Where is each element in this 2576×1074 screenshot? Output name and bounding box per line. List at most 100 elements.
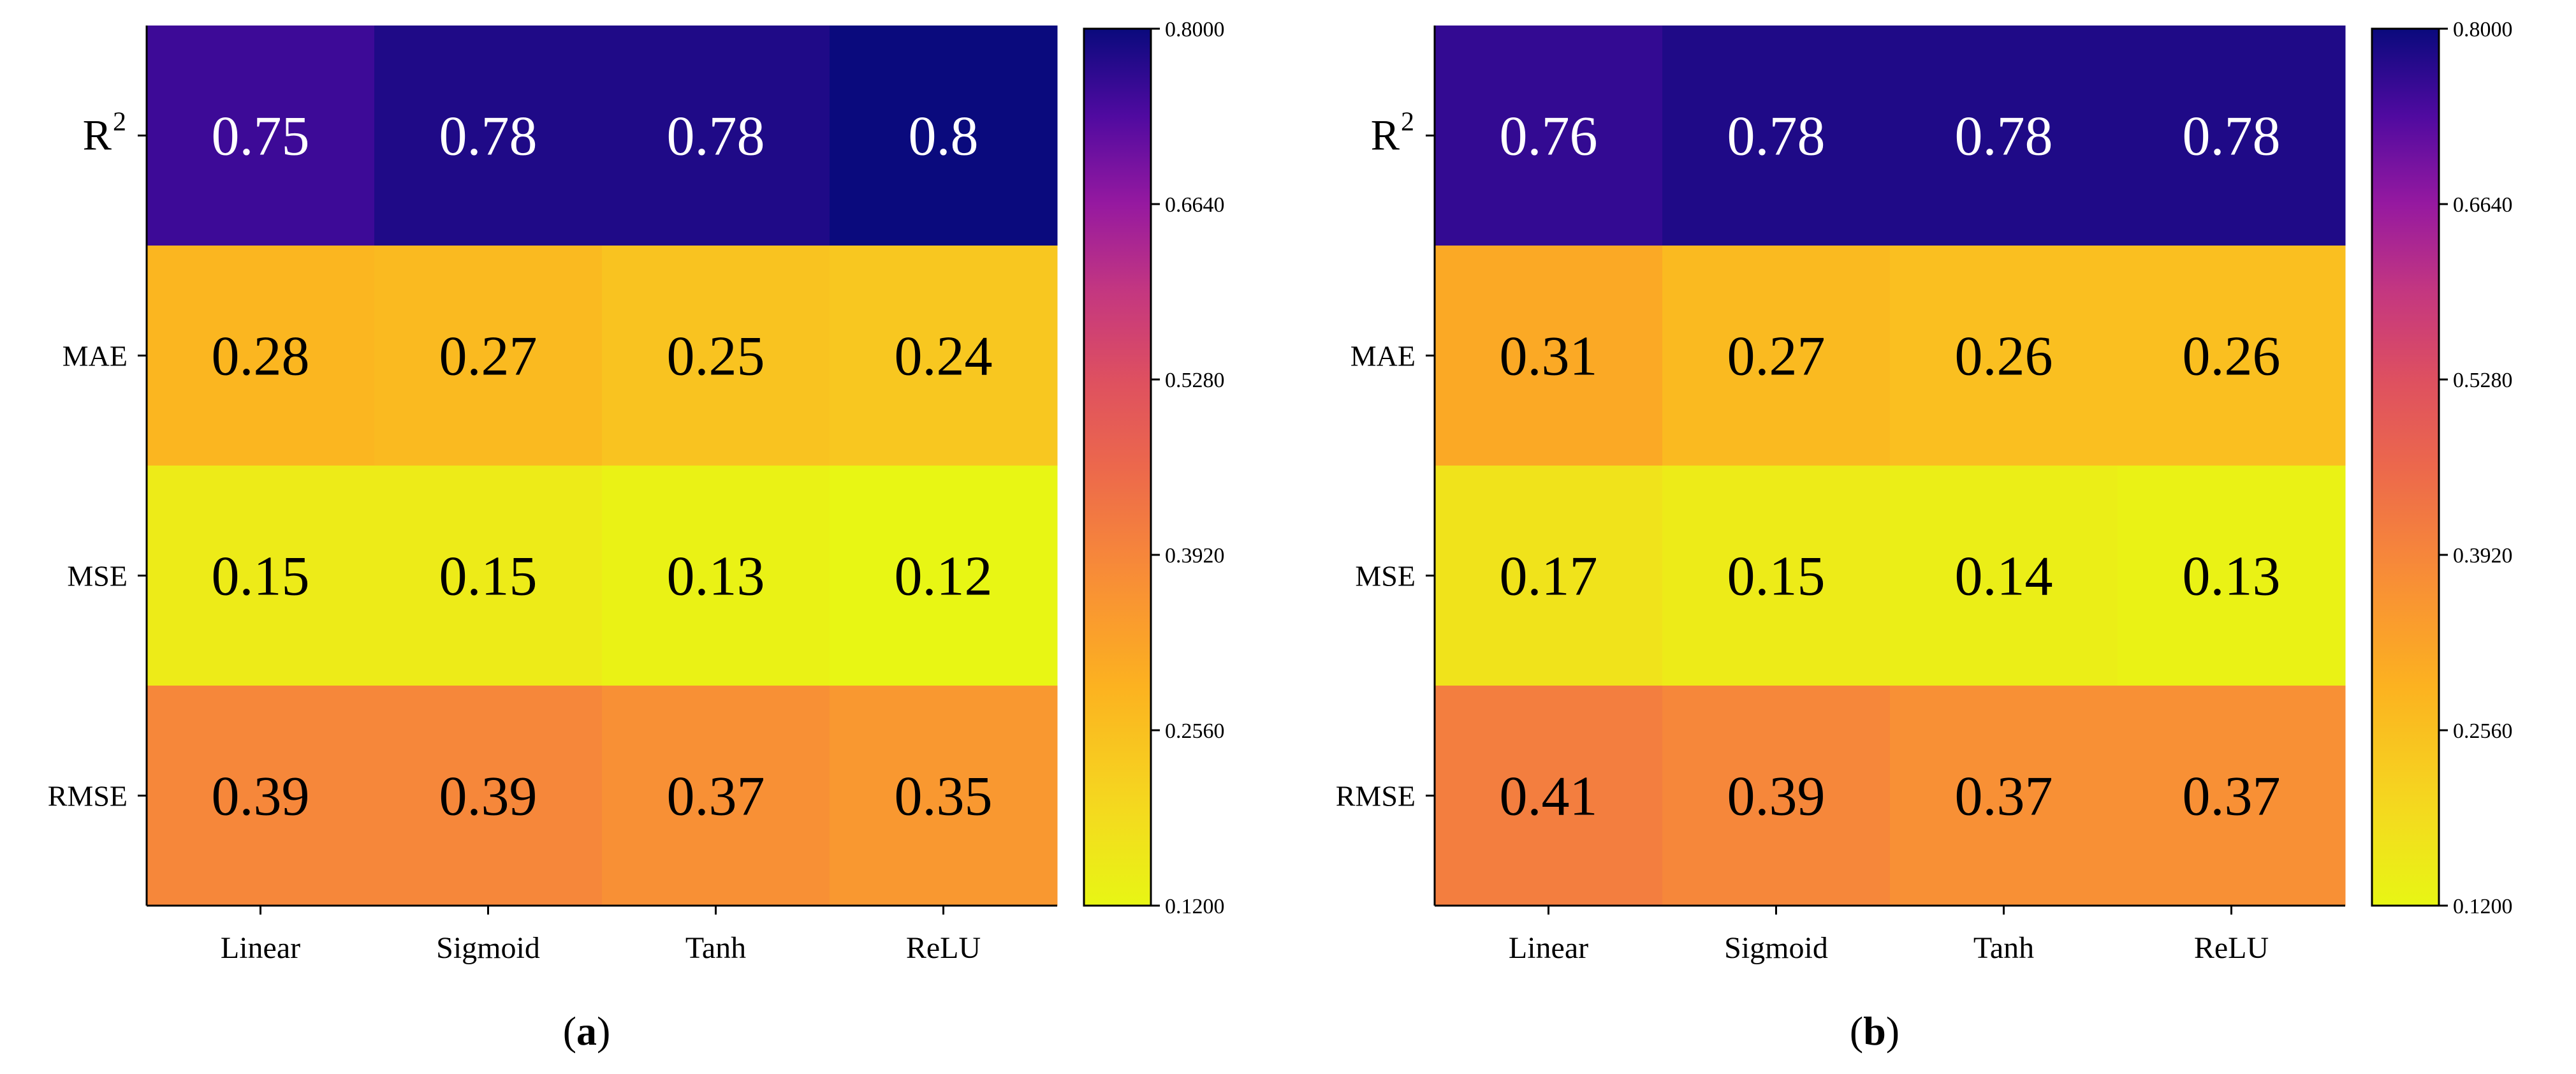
heatmap-cell [1435,466,1663,686]
caption-b: (b) [1849,1008,1900,1054]
heatmap-cell [2118,466,2346,686]
cell-value-label: 0.76 [1500,106,1598,168]
cell-value-label: 0.78 [439,106,538,168]
column-label: Tanh [685,931,746,965]
heatmap-cell [830,246,1058,466]
column-label: ReLU [906,931,981,965]
heatmap-cell [830,26,1058,246]
heatmap-cell [374,466,603,686]
cell-value-label: 0.39 [212,766,310,828]
cell-value-label: 0.25 [667,326,765,388]
column-label: Sigmoid [436,931,540,965]
cell-value-label: 0.26 [1955,326,2053,388]
heatmap-chart-a: 0.75 0.78 0.78 0.8 0.28 0.27 0.25 0.24 0.15 0.15 0… [48,18,1225,965]
row-label: RMSE [48,780,128,813]
cell-value-label: 0.17 [1500,546,1598,608]
caption-b-letter: b [1863,1008,1886,1054]
cell-value-label: 0.37 [1955,766,2053,828]
colorbar [1083,27,1152,907]
heatmap-cell [1890,466,2118,686]
column-label: Linear [1509,931,1588,965]
colorbar-tick-label: 0.3920 [1165,544,1225,568]
colorbar-tick-label: 0.5280 [2453,369,2513,392]
heatmap-cell [374,246,603,466]
cell-value-label: 0.12 [895,546,993,608]
caption-a-letter: a [576,1008,597,1054]
heatmap-cell [602,466,830,686]
cell-value-label: 0.15 [212,546,310,608]
cell-value-label: 0.14 [1955,546,2053,608]
colorbar-tick-label: 0.1200 [1165,895,1225,918]
colorbar-tick-label: 0.6640 [2453,193,2513,217]
cell-value-label: 0.75 [212,106,310,168]
heatmap-cell [147,466,375,686]
row-label: MAE [62,340,128,372]
heatmap-cell [1435,246,1663,466]
heatmap-cell [374,26,603,246]
cell-value-label: 0.37 [2183,766,2281,828]
column-label: ReLU [2194,931,2269,965]
heatmap-cell [2118,26,2346,246]
heatmap-panel-a: 0.75 0.78 0.78 0.8 0.28 0.27 0.25 0.24 0.15 0.15 0… [48,18,1225,1054]
heatmap-cell [1890,686,2118,906]
colorbar-tick-label: 0.2560 [1165,719,1225,743]
row-label-superscript: 2 [113,108,126,137]
heatmap-cell [830,686,1058,906]
heatmap-cell [2118,686,2346,906]
heatmap-cell [1662,686,1891,906]
cell-value-label: 0.39 [439,766,538,828]
colorbar-tick-label: 0.8000 [1165,18,1225,41]
cell-value-label: 0.15 [439,546,538,608]
heatmap-cell [602,26,830,246]
row-label: R [1371,111,1400,159]
heatmap-cell [374,686,603,906]
colorbar-tick-label: 0.3920 [2453,544,2513,568]
heatmap-cell [1435,686,1663,906]
cell-value-label: 0.78 [667,106,765,168]
caption-a: (a) [562,1008,611,1054]
colorbar [2371,27,2440,907]
heatmap-panel-b: 0.76 0.78 0.78 0.78 0.31 0.27 0.26 0.26 0.17 0.15… [1288,0,2576,1074]
cell-value-label: 0.24 [895,326,993,388]
heatmap-cell [2118,246,2346,466]
colorbar-tick-label: 0.8000 [2453,18,2513,41]
heatmap-cell [1662,246,1891,466]
cell-value-label: 0.39 [1727,766,1826,828]
heatmap-cell [147,26,375,246]
heatmap-cell [830,466,1058,686]
cell-value-label: 0.41 [1500,766,1598,828]
heatmap-cell [1890,246,2118,466]
heatmap-cell [147,246,375,466]
cell-value-label: 0.28 [212,326,310,388]
colorbar-tick-label: 0.2560 [2453,719,2513,743]
row-label: MSE [67,560,128,592]
cell-value-label: 0.8 [909,106,979,168]
cell-value-label: 0.27 [1727,326,1826,388]
heatmap-cell [602,686,830,906]
cell-value-label: 0.78 [1727,106,1826,168]
cell-value-label: 0.31 [1500,326,1598,388]
cell-value-label: 0.27 [439,326,538,388]
heatmap-cell [1435,26,1663,246]
cell-value-label: 0.13 [667,546,765,608]
column-label: Linear [221,931,300,965]
cell-value-label: 0.78 [1955,106,2053,168]
cell-value-label: 0.13 [2183,546,2281,608]
cell-value-label: 0.35 [895,766,993,828]
row-label-superscript: 2 [1401,108,1414,137]
row-label: MAE [1350,340,1416,372]
column-label: Sigmoid [1724,931,1828,965]
row-label: R [83,111,112,159]
cell-value-label: 0.37 [667,766,765,828]
heatmap-cell [1662,26,1891,246]
heatmap-cell [1662,466,1891,686]
column-label: Tanh [1973,931,2034,965]
cell-value-label: 0.26 [2183,326,2281,388]
colorbar-tick-label: 0.6640 [1165,193,1225,217]
colorbar-tick-label: 0.5280 [1165,369,1225,392]
heatmap-cell [602,246,830,466]
row-label: RMSE [1336,780,1416,813]
row-label: MSE [1355,560,1416,592]
cell-value-label: 0.78 [2183,106,2281,168]
colorbar-tick-label: 0.1200 [2453,895,2513,918]
